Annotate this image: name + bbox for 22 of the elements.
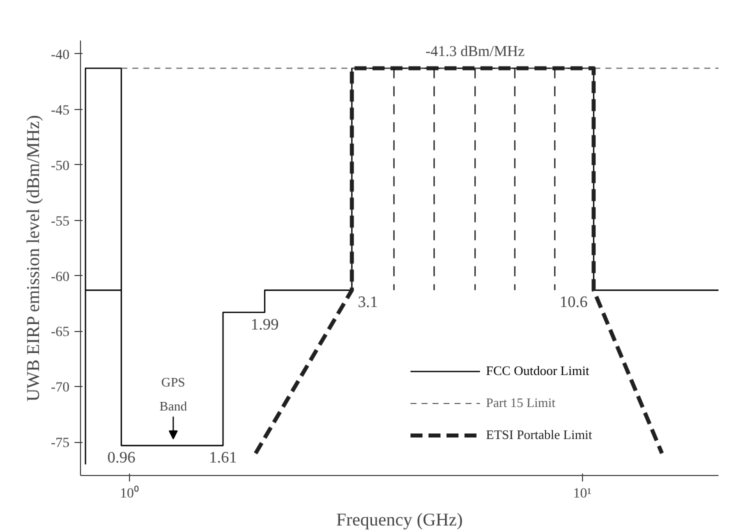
x-axis-title: Frequency (GHz) — [336, 510, 463, 530]
y-tick-label: -55 — [50, 214, 70, 230]
annotation: GPS Band — [160, 374, 188, 414]
annotation: -41.3 dBm/MHz — [425, 44, 525, 60]
text: FCC Outdoor Limit — [486, 363, 590, 379]
y-axis-title: UWB EIRP emission level (dBm/MHz) — [22, 115, 43, 402]
y-tick-label: -40 — [50, 48, 70, 63]
annotation: 10.6 — [560, 294, 588, 312]
annotation: 1.61 — [209, 450, 238, 467]
y-tick-label: -75 — [50, 436, 70, 452]
x-tick-label: 10¹ — [573, 486, 592, 502]
y-tick-label: -60 — [50, 270, 70, 285]
annotation: 0.96 — [107, 450, 136, 467]
x-tick-label: 10⁰ — [120, 486, 139, 502]
text: Part 15 Limit — [486, 395, 556, 411]
y-tick-label: -50 — [50, 158, 70, 174]
text: ETSI Portable Limit — [486, 427, 592, 443]
annotation: 3.1 — [358, 294, 378, 312]
y-tick-label: -65 — [50, 325, 70, 340]
y-tick-label: -70 — [50, 380, 70, 396]
annotation: 1.99 — [250, 316, 279, 334]
y-tick-label: -45 — [50, 103, 70, 118]
